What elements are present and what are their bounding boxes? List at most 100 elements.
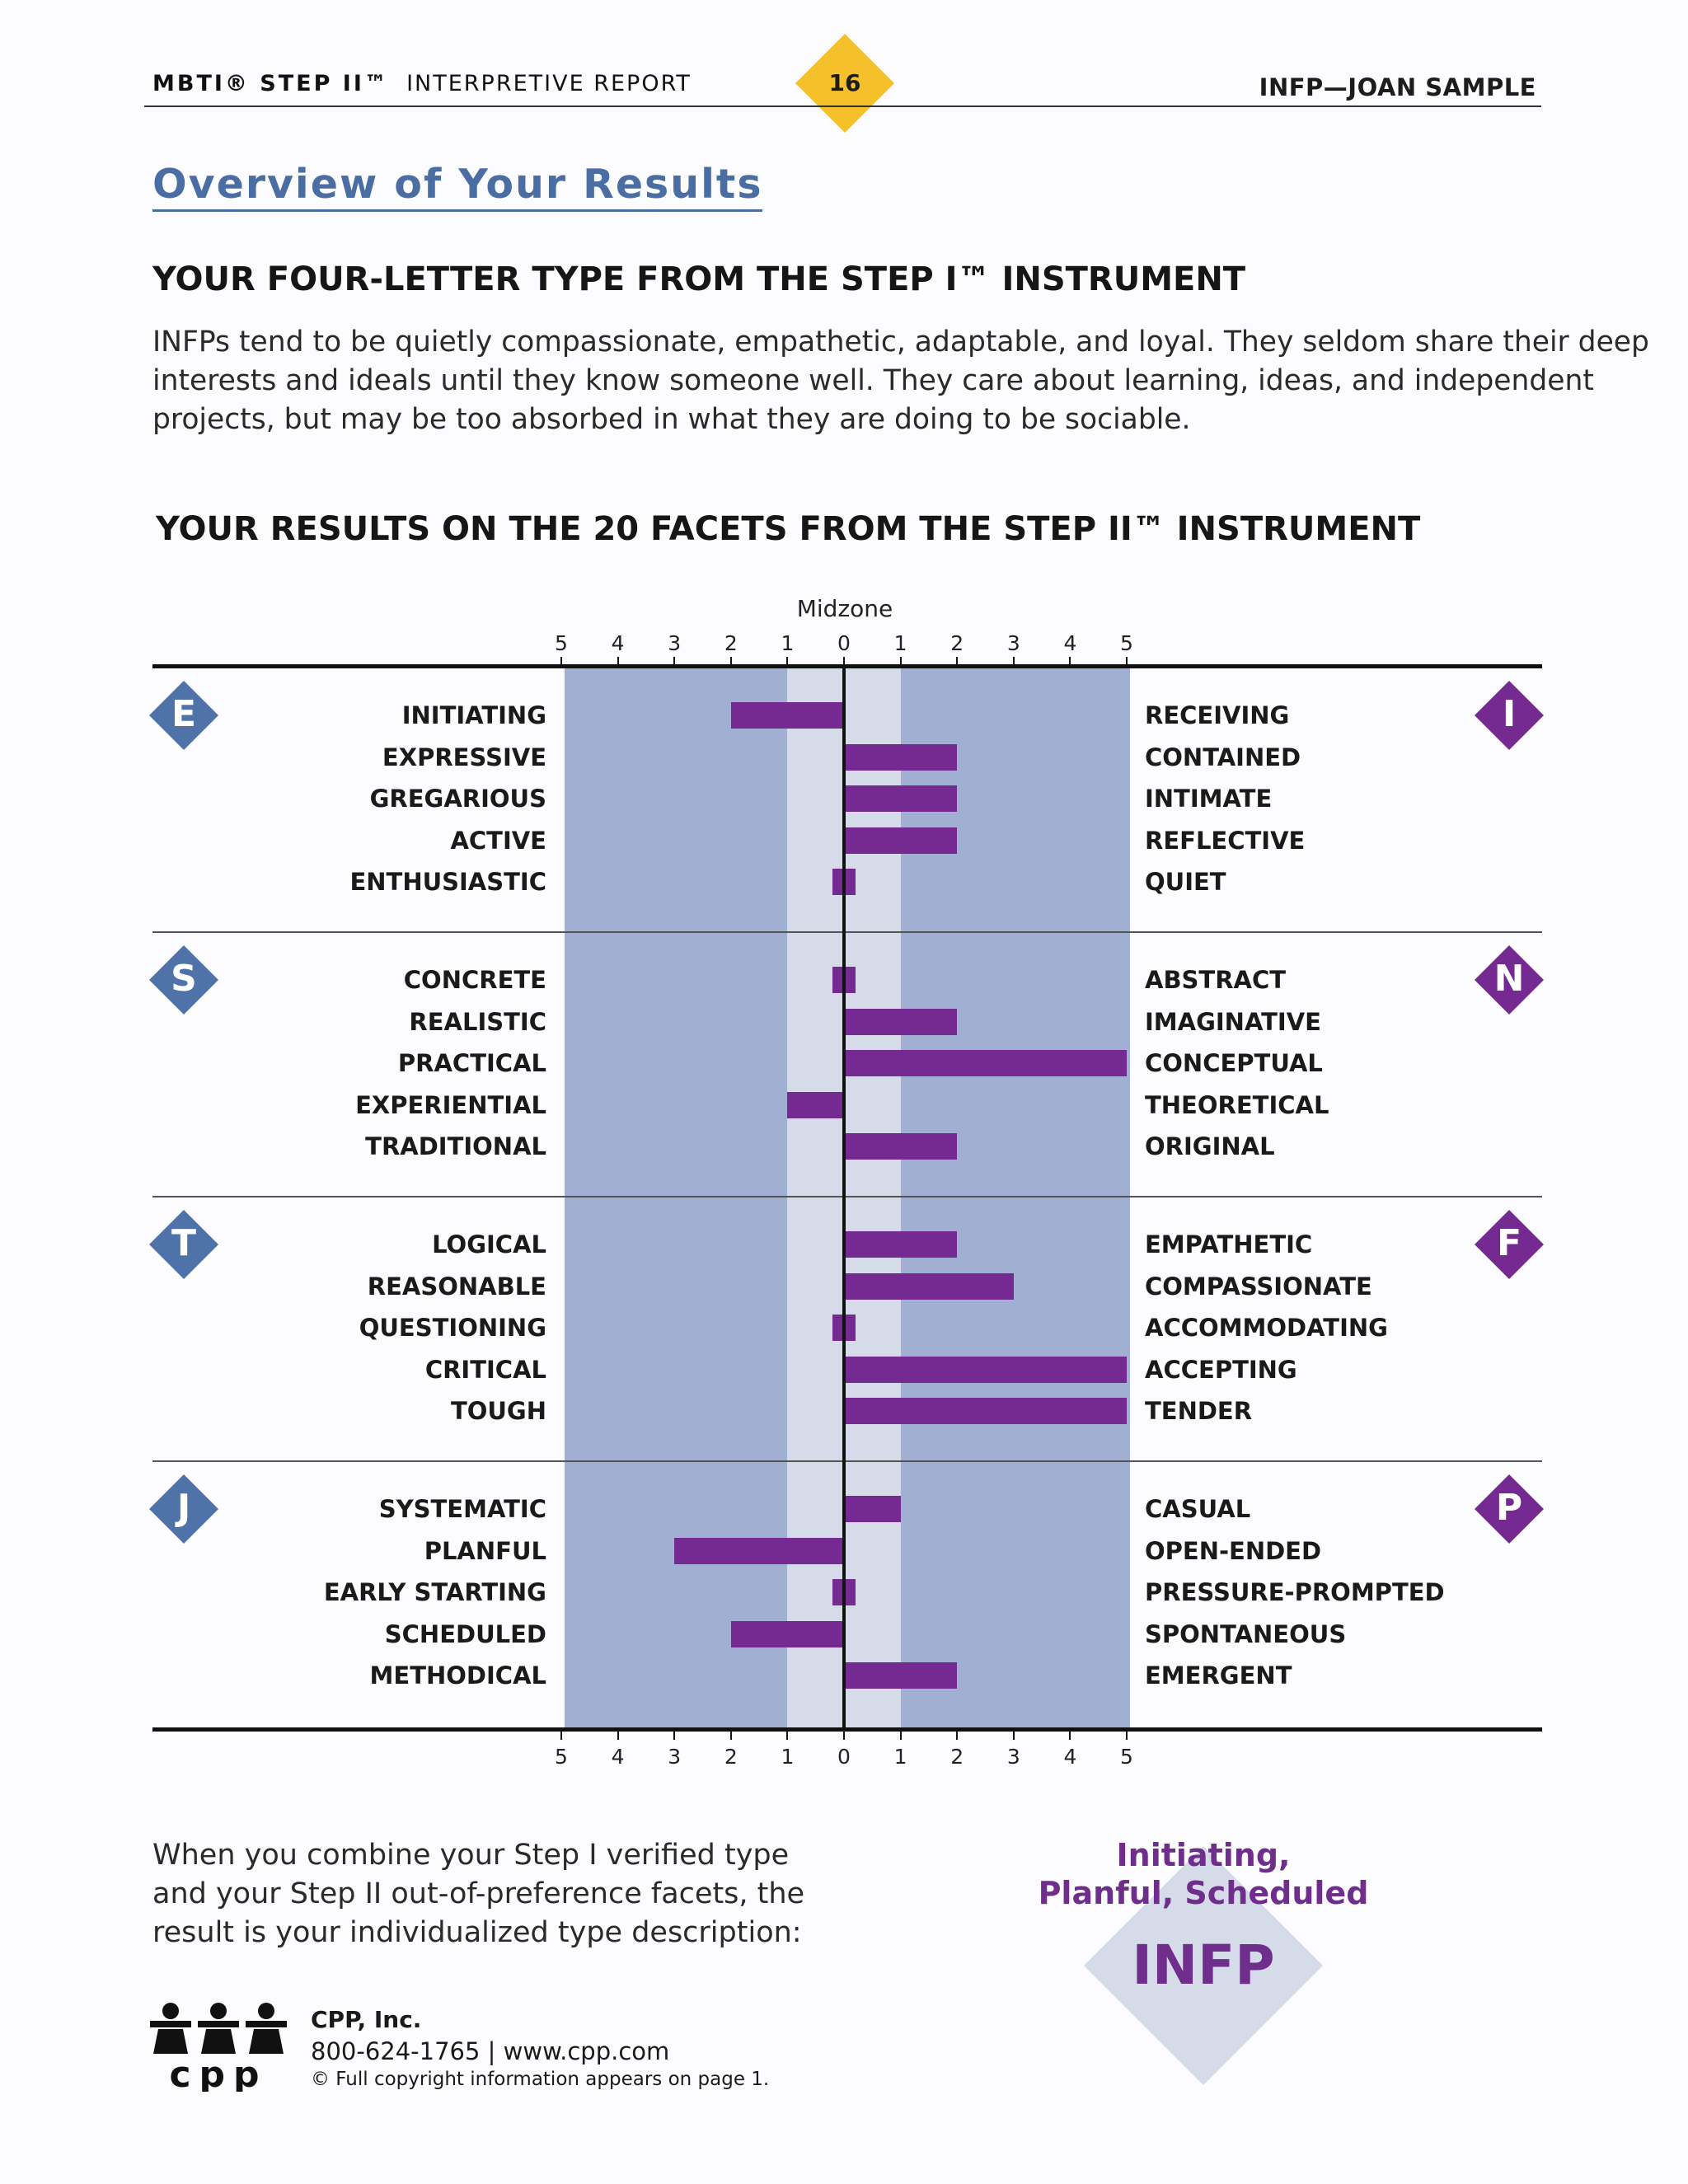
axis-tick-bottom — [1069, 1728, 1071, 1740]
facet-label-left: SYSTEMATIC — [378, 1495, 546, 1523]
facet-label-left: REALISTIC — [409, 1007, 546, 1036]
result-facet-line: Planful, Scheduled — [1038, 1875, 1369, 1911]
facet-label-right: RECEIVING — [1145, 701, 1290, 729]
header-rule — [144, 105, 1541, 107]
facet-label-right: INTIMATE — [1145, 785, 1273, 813]
axis-tick-label-bottom: 2 — [724, 1745, 738, 1769]
facet-label-right: IMAGINATIVE — [1145, 1007, 1321, 1036]
facet-label-right: QUIET — [1145, 868, 1226, 896]
axis-tick-label-bottom: 5 — [555, 1745, 568, 1769]
facet-label-right: SPONTANEOUS — [1145, 1619, 1347, 1648]
result-facet-line: Initiating, — [1116, 1837, 1291, 1873]
axis-tick-label-bottom: 3 — [1006, 1745, 1020, 1769]
facet-label-right: CONTAINED — [1145, 743, 1301, 771]
axis-tick-top — [560, 657, 562, 668]
axis-tick-bottom — [1126, 1728, 1128, 1740]
axis-tick-label-top: 2 — [724, 631, 738, 655]
axis-tick-top — [1069, 657, 1071, 668]
axis-tick-top — [899, 657, 902, 668]
facet-bar — [844, 743, 958, 771]
facet-bar — [844, 785, 958, 812]
axis-tick-label-bottom: 1 — [781, 1745, 795, 1769]
type-description-line: interests and ideals until they know som… — [152, 364, 1594, 397]
facet-label-left: CONCRETE — [403, 966, 546, 994]
axis-tick-label-bottom: 5 — [1120, 1745, 1133, 1769]
facet-label-left: METHODICAL — [369, 1661, 546, 1690]
axis-tick-label-top: 0 — [837, 631, 851, 655]
copyright-note: © Full copyright information appears on … — [311, 2069, 770, 2090]
axis-tick-top — [617, 657, 619, 668]
facet-label-left: ENTHUSIASTIC — [349, 868, 546, 896]
left-pole-letter: E — [171, 693, 197, 735]
facet-label-left: GREGARIOUS — [369, 785, 546, 813]
type-description: INFPs tend to be quietly compassionate, … — [152, 323, 1649, 439]
company-name: CPP, Inc. — [311, 2006, 422, 2033]
zero-axis-line — [842, 666, 846, 1729]
chart-top-rule — [152, 664, 1542, 668]
facet-label-left: QUESTIONING — [359, 1314, 546, 1342]
facet-bar — [674, 1537, 844, 1564]
facet-label-right: EMPATHETIC — [1145, 1230, 1313, 1258]
company-contact: 800-624-1765 | www.cpp.com — [311, 2037, 670, 2065]
right-pole-diamond — [1475, 1474, 1544, 1544]
axis-tick-label-bottom: 4 — [611, 1745, 625, 1769]
axis-tick-bottom — [560, 1728, 562, 1740]
facet-label-right: ACCEPTING — [1145, 1355, 1297, 1384]
facet-bar — [844, 1398, 1127, 1424]
type-description-line: INFPs tend to be quietly compassionate, … — [152, 326, 1649, 359]
axis-tick-bottom — [843, 1728, 845, 1740]
combine-text: When you combine your Step I verified ty… — [152, 1836, 804, 1952]
axis-tick-bottom — [899, 1728, 902, 1740]
axis-tick-top — [1126, 657, 1128, 668]
right-pole-letter: N — [1493, 958, 1525, 1000]
axis-tick-label-top: 4 — [1063, 631, 1077, 655]
combine-line: result is your individualized type descr… — [152, 1916, 802, 1949]
facet-label-right: COMPASSIONATE — [1145, 1272, 1372, 1301]
axis-tick-top — [673, 657, 676, 668]
facet-label-left: SCHEDULED — [384, 1619, 546, 1648]
axis-tick-label-top: 3 — [668, 631, 682, 655]
axis-tick-bottom — [956, 1728, 959, 1740]
cpp-logo: cpp — [150, 2003, 287, 2092]
axis-tick-label-top: 3 — [1006, 631, 1020, 655]
right-pole-letter: P — [1495, 1487, 1523, 1529]
chart-bottom-rule — [152, 1727, 1542, 1732]
facet-label-right: ABSTRACT — [1145, 966, 1287, 994]
page-number-diamond — [795, 34, 894, 133]
facet-label-left: TOUGH — [450, 1397, 546, 1425]
page-number: 16 — [828, 69, 861, 96]
axis-tick-label-bottom: 3 — [668, 1745, 682, 1769]
left-pole-diamond — [149, 945, 218, 1015]
section-title: Overview of Your Results — [152, 161, 763, 212]
facet-label-left: EXPRESSIVE — [382, 743, 546, 771]
facet-bar — [844, 1356, 1127, 1383]
facet-bar — [787, 1091, 844, 1118]
combine-line: and your Step II out-of-preference facet… — [152, 1877, 805, 1910]
facet-label-right: TENDER — [1145, 1397, 1253, 1425]
facet-label-right: THEORETICAL — [1145, 1090, 1329, 1119]
left-pole-letter: S — [171, 958, 197, 1000]
facet-label-left: EARLY STARTING — [323, 1578, 546, 1606]
step2-heading: YOUR RESULTS ON THE 20 FACETS FROM THE S… — [156, 510, 1421, 548]
right-pole-letter: F — [1496, 1222, 1522, 1264]
axis-tick-top — [729, 657, 732, 668]
axis-tick-label-top: 5 — [1120, 631, 1133, 655]
axis-tick-label-top: 2 — [950, 631, 964, 655]
right-pole-letter: I — [1502, 693, 1517, 735]
left-pole-diamond — [149, 1474, 218, 1544]
facet-bar — [730, 1620, 844, 1647]
left-pole-letter: J — [176, 1487, 191, 1529]
facet-label-left: TRADITIONAL — [365, 1132, 546, 1160]
facet-bar — [844, 1662, 958, 1689]
facet-label-left: REASONABLE — [367, 1272, 546, 1301]
axis-tick-bottom — [729, 1728, 732, 1740]
facet-bar — [730, 702, 844, 729]
right-pole-diamond — [1475, 681, 1544, 750]
facet-label-left: INITIATING — [401, 701, 546, 729]
right-pole-diamond — [1475, 1210, 1544, 1279]
group-divider — [152, 1460, 1542, 1462]
facet-label-left: LOGICAL — [432, 1230, 546, 1258]
facet-label-left: PLANFUL — [424, 1536, 546, 1565]
client-name: INFP—JOAN SAMPLE — [1259, 73, 1536, 101]
axis-tick-top — [1012, 657, 1015, 668]
